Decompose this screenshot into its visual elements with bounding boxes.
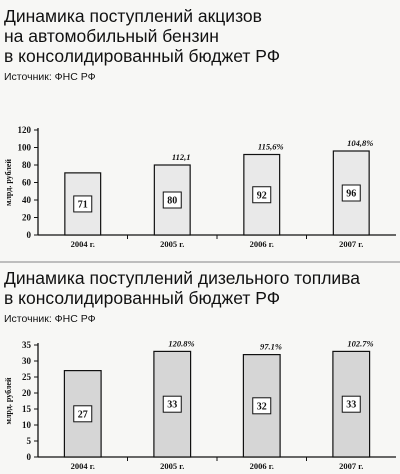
y-axis-label: млрд. рублей <box>4 159 13 206</box>
y-tick-label: 40 <box>22 195 32 205</box>
value-label-box <box>341 184 361 202</box>
value-label-box <box>341 395 361 413</box>
y-tick-label: 0 <box>27 230 32 240</box>
growth-label: 115,6% <box>258 142 284 152</box>
growth-label: 97.1% <box>260 342 282 352</box>
chart-panel-diesel: Динамика поступлений дизельного топлива … <box>0 262 400 471</box>
x-tick-label: 2004 г. <box>71 461 95 471</box>
chart-title: Динамика поступлений акцизов на автомоби… <box>4 6 281 66</box>
chart-source: Источник: ФНС РФ <box>4 313 96 325</box>
y-tick-label: 60 <box>22 178 32 188</box>
x-tick-label: 2005 г. <box>160 461 184 471</box>
y-tick-label: 10 <box>22 420 32 430</box>
y-tick-label: 15 <box>22 404 32 414</box>
chart-title: Динамика поступлений дизельного топлива … <box>4 268 361 308</box>
chart-source: Источник: ФНС РФ <box>4 71 96 83</box>
x-tick-label: 2006 г. <box>250 239 274 249</box>
bar-chart-gasoline: млрд. рублей 0 20 40 60 80 100 120 71 2004 г. 80 11… <box>4 125 396 249</box>
value-label-box <box>73 405 93 423</box>
growth-label: 104,8% <box>347 138 373 148</box>
x-tick-label: 2007 г. <box>339 461 363 471</box>
growth-label: 120.8% <box>168 338 194 348</box>
y-tick-label: 20 <box>22 388 32 398</box>
growth-label: 102.7% <box>347 338 373 348</box>
y-tick-label: 120 <box>18 125 32 135</box>
value-label-box <box>162 395 182 413</box>
y-tick-label: 100 <box>18 143 32 153</box>
y-tick-label: 80 <box>22 160 32 170</box>
y-tick-label: 30 <box>22 356 32 366</box>
y-tick-label: 25 <box>22 372 32 382</box>
y-tick-label: 5 <box>27 436 32 446</box>
value-label: 71 <box>78 199 88 210</box>
value-label: 32 <box>257 401 267 412</box>
y-tick-label: 0 <box>27 452 32 462</box>
value-label: 33 <box>167 400 177 411</box>
value-label: 33 <box>346 400 356 411</box>
x-tick-label: 2005 г. <box>160 239 184 249</box>
value-label: 27 <box>78 409 88 420</box>
y-axis-label: млрд. рублей <box>4 377 13 424</box>
divider <box>0 261 400 263</box>
chart-panel-gasoline: Динамика поступлений акцизов на автомоби… <box>4 6 396 249</box>
y-tick-label: 20 <box>22 213 32 223</box>
value-label: 80 <box>167 196 177 207</box>
value-label: 96 <box>346 189 356 200</box>
bar-chart-diesel: млрд. рублей 0 5 10 15 20 25 30 35 27 2004 г. 33 120… <box>4 338 396 471</box>
y-tick-label: 35 <box>22 340 32 350</box>
growth-label: 112,1 <box>172 152 191 162</box>
x-tick-label: 2004 г. <box>71 239 95 249</box>
value-label-box <box>252 397 272 415</box>
x-tick-label: 2006 г. <box>250 461 274 471</box>
x-tick-label: 2007 г. <box>339 239 363 249</box>
value-label-box <box>252 186 272 204</box>
value-label-box <box>73 195 93 213</box>
value-label-box <box>162 191 182 209</box>
value-label: 92 <box>257 190 267 201</box>
